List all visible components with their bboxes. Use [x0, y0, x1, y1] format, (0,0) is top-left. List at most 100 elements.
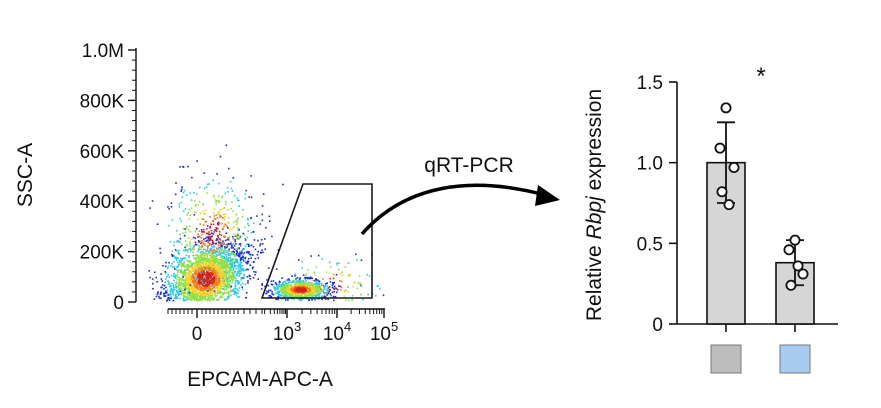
- event-dot: [179, 288, 181, 290]
- event-dot: [221, 249, 224, 252]
- event-dot: [220, 215, 223, 218]
- event-dot: [189, 231, 192, 233]
- event-dot: [191, 275, 193, 278]
- event-dot: [204, 280, 206, 282]
- event-dot: [201, 281, 204, 284]
- event-dot: [308, 281, 310, 284]
- event-dot: [226, 286, 228, 289]
- event-dot: [214, 287, 217, 290]
- event-dot: [187, 263, 190, 266]
- event-dot: [201, 299, 203, 301]
- event-dot: [238, 205, 240, 207]
- event-dot: [247, 223, 249, 225]
- event-dot: [336, 264, 338, 266]
- event-dot: [311, 298, 313, 301]
- event-dot: [282, 288, 285, 290]
- event-dot: [185, 269, 188, 271]
- event-dot: [223, 266, 226, 269]
- event-dot: [313, 272, 316, 275]
- event-dot: [297, 280, 299, 283]
- event-dot: [206, 236, 208, 238]
- event-dot: [213, 215, 216, 217]
- event-dot: [187, 251, 189, 253]
- event-dot: [207, 280, 210, 283]
- event-dot: [166, 267, 169, 270]
- event-dot: [207, 291, 209, 293]
- event-dot: [167, 274, 169, 276]
- event-dot: [278, 293, 280, 295]
- event-dot: [358, 275, 361, 277]
- event-dot: [163, 295, 165, 298]
- event-dot: [332, 277, 334, 280]
- event-dot: [194, 254, 197, 257]
- event-dot: [184, 282, 187, 284]
- event-dot: [219, 253, 222, 256]
- event-dot: [200, 246, 203, 249]
- event-dot: [229, 245, 232, 248]
- event-dot: [211, 259, 214, 262]
- event-dot: [175, 297, 177, 300]
- event-dot: [205, 266, 207, 269]
- event-dot: [292, 295, 295, 298]
- event-dot: [316, 283, 319, 285]
- event-dot: [311, 286, 314, 289]
- event-dot: [301, 288, 304, 291]
- event-dot: [207, 263, 210, 266]
- event-dot: [220, 277, 222, 280]
- event-dot: [207, 293, 210, 295]
- event-dot: [220, 295, 223, 297]
- event-dot: [189, 266, 191, 268]
- event-dot: [321, 298, 323, 301]
- event-dot: [176, 295, 178, 298]
- event-dot: [196, 291, 199, 294]
- event-dot: [226, 262, 228, 265]
- event-dot: [197, 293, 200, 295]
- event-dot: [192, 247, 195, 250]
- event-dot: [307, 269, 309, 271]
- event-dot: [202, 263, 204, 265]
- event-dot: [333, 281, 336, 284]
- event-dot: [294, 282, 296, 285]
- event-dot: [212, 262, 214, 264]
- event-dot: [185, 272, 187, 274]
- event-dot: [176, 273, 179, 276]
- event-dot: [278, 290, 281, 292]
- event-dot: [184, 228, 186, 230]
- event-dot: [211, 248, 213, 250]
- event-dot: [227, 297, 230, 299]
- event-dot: [161, 280, 164, 282]
- event-dot: [319, 289, 321, 292]
- event-dot: [224, 215, 226, 218]
- event-dot: [215, 271, 218, 273]
- event-dot: [228, 263, 231, 266]
- event-dot: [269, 295, 271, 297]
- event-dot: [220, 274, 223, 277]
- event-dot: [224, 283, 227, 285]
- event-dot: [254, 257, 257, 260]
- event-dot: [188, 291, 191, 294]
- event-dot: [244, 197, 246, 200]
- event-dot: [303, 281, 305, 283]
- event-dot: [333, 277, 335, 279]
- event-dot: [210, 296, 212, 299]
- event-dot: [215, 250, 217, 252]
- event-dot: [247, 252, 249, 254]
- event-dot: [170, 297, 172, 300]
- event-dot: [229, 260, 232, 263]
- event-dot: [178, 279, 180, 282]
- event-dot: [297, 288, 299, 291]
- event-dot: [180, 265, 182, 267]
- event-dot: [174, 274, 177, 277]
- event-dot: [310, 282, 313, 285]
- data-point: [785, 279, 797, 291]
- event-dot: [186, 287, 188, 290]
- event-dot: [201, 276, 204, 278]
- event-dot: [175, 240, 178, 243]
- event-dot: [210, 298, 212, 300]
- event-dot: [237, 271, 239, 273]
- event-dot: [194, 205, 197, 207]
- event-dot: [195, 258, 197, 260]
- event-dot: [206, 183, 209, 186]
- event-dot: [217, 246, 220, 249]
- event-dot: [212, 240, 214, 243]
